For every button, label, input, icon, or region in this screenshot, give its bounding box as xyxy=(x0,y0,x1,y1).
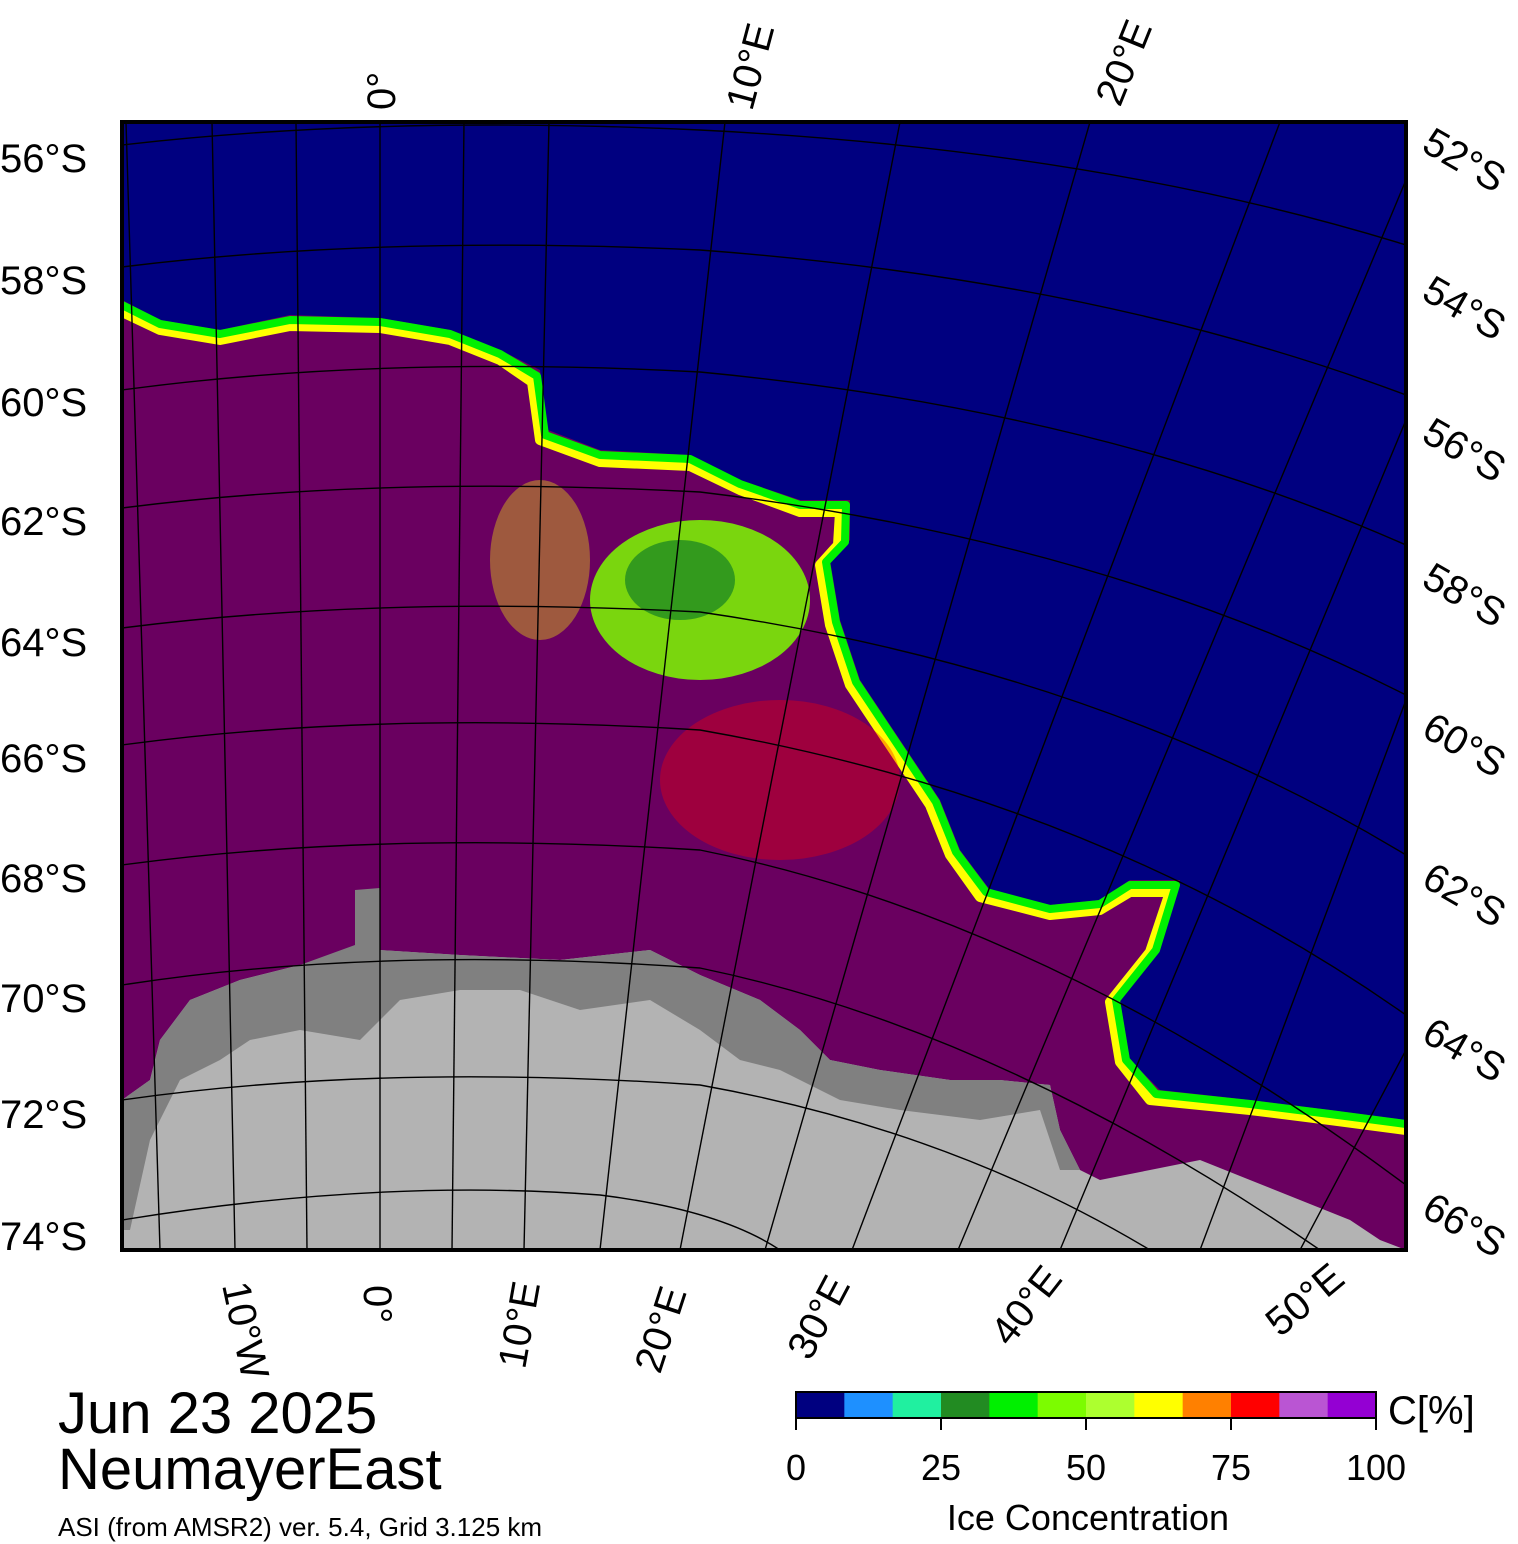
bottom-lon-label: 50°E xyxy=(1258,1255,1353,1345)
bottom-lon-label: 0° xyxy=(355,1285,399,1323)
meridian-20e-b xyxy=(764,122,1091,1250)
colorbar-tick-label: 75 xyxy=(1211,1447,1251,1488)
low-concentration-core xyxy=(625,540,735,620)
meridian-10e-b xyxy=(599,122,726,1250)
colorbar-swatch xyxy=(1134,1392,1184,1418)
meridian-50e xyxy=(1299,1049,1406,1250)
colorbar-legend: C[%] 0 25 50 75 100 Ice Concentration xyxy=(786,1389,1475,1538)
lat-line-62s xyxy=(122,485,1406,696)
right-lat-label: 62°S xyxy=(1416,855,1513,937)
colorbar-swatch xyxy=(1279,1392,1329,1418)
top-lon-label: 0° xyxy=(360,72,404,110)
colorbar-swatch xyxy=(1231,1392,1280,1418)
colorbar-swatch xyxy=(1086,1392,1135,1418)
meridian-5w xyxy=(295,122,308,1250)
left-lat-label: 56°S xyxy=(0,137,87,181)
left-lat-label: 70°S xyxy=(0,977,87,1021)
meridian-20e-a xyxy=(679,122,901,1250)
bottom-lon-label: 20°E xyxy=(627,1281,696,1378)
bottom-lon-label: 10°W xyxy=(213,1278,277,1383)
right-latitude-labels: 52°S 54°S 56°S 58°S 60°S 62°S 64°S 66°S xyxy=(1416,120,1513,1267)
right-lat-label: 52°S xyxy=(1416,120,1513,202)
colorbar-swatch xyxy=(1182,1392,1232,1418)
colorbar-swatch xyxy=(941,1392,990,1418)
lat-line-72s xyxy=(122,1076,1151,1250)
bottom-longitude-labels: 10°W 0° 10°E 20°E 30°E 40°E 50°E xyxy=(213,1255,1352,1383)
colorbar-tick-label: 100 xyxy=(1346,1447,1406,1488)
meridian-10w xyxy=(211,122,236,1250)
top-lon-label: 20°E xyxy=(1088,14,1161,111)
top-longitude-labels: 0° 10°E 20°E xyxy=(360,14,1161,114)
meridian-30e xyxy=(851,122,1281,1250)
date-label: Jun 23 2025 xyxy=(58,1381,378,1446)
colorbar-swatch xyxy=(892,1392,942,1418)
lat-line-60s xyxy=(122,365,1406,546)
right-lat-label: 60°S xyxy=(1416,705,1513,787)
colorbar-swatch xyxy=(796,1392,845,1418)
meridian-10e-a xyxy=(523,122,550,1250)
lat-line-66s xyxy=(122,722,1406,1016)
left-lat-label: 74°S xyxy=(0,1215,87,1259)
lat-line-56s xyxy=(122,124,1406,246)
bottom-lon-label: 30°E xyxy=(779,1269,859,1367)
colorbar-swatch xyxy=(1327,1392,1377,1418)
meridian-40e xyxy=(1059,419,1406,1250)
right-lat-label: 56°S xyxy=(1416,410,1513,492)
top-lon-label: 10°E xyxy=(718,19,783,115)
meridian-35e xyxy=(957,179,1406,1250)
ice-shelf xyxy=(122,888,1080,1230)
land xyxy=(122,950,1406,1250)
lat-line-64s xyxy=(122,605,1406,856)
right-lat-label: 58°S xyxy=(1416,555,1513,637)
map-frame xyxy=(120,120,1408,1252)
meridian-20w xyxy=(125,122,161,1250)
colorbar-tick-label: 0 xyxy=(786,1447,806,1488)
left-lat-label: 62°S xyxy=(0,500,87,544)
lat-line-58s xyxy=(122,244,1406,396)
lat-line-68s xyxy=(122,842,1406,1186)
high-concentration-area xyxy=(490,480,590,640)
left-lat-label: 64°S xyxy=(0,621,87,665)
colorbar-swatches xyxy=(796,1392,1377,1418)
right-lat-label: 54°S xyxy=(1416,268,1513,350)
bottom-lon-label: 40°E xyxy=(982,1258,1070,1354)
region-label: NeumayerEast xyxy=(58,1437,442,1502)
meridian-45e xyxy=(1199,699,1406,1250)
colorbar-tick-label: 25 xyxy=(921,1447,961,1488)
left-lat-label: 58°S xyxy=(0,259,87,303)
source-label: ASI (from AMSR2) ver. 5.4, Grid 3.125 km xyxy=(58,1512,543,1542)
ice-edge-green xyxy=(122,301,1406,1128)
lat-line-70s xyxy=(122,958,1321,1250)
right-lat-label: 66°S xyxy=(1416,1185,1513,1267)
colorbar-swatch xyxy=(989,1392,1039,1418)
colorbar-tick-label: 50 xyxy=(1066,1447,1106,1488)
bottom-lon-label: 10°E xyxy=(491,1278,549,1371)
lat-line-74s xyxy=(122,1189,781,1250)
left-lat-label: 60°S xyxy=(0,381,87,425)
mid-concentration-area xyxy=(660,700,900,860)
map-area xyxy=(122,122,1406,1250)
left-lat-label: 72°S xyxy=(0,1093,87,1137)
left-lat-label: 66°S xyxy=(0,737,87,781)
right-lat-label: 64°S xyxy=(1416,1010,1513,1092)
colorbar-ticks xyxy=(795,1418,1377,1430)
left-lat-label: 68°S xyxy=(0,857,87,901)
graticule xyxy=(122,122,1406,1250)
colorbar-unit: C[%] xyxy=(1388,1389,1475,1433)
meridian-5e xyxy=(451,122,465,1250)
colorbar-swatch xyxy=(844,1392,894,1418)
colorbar-title: Ice Concentration xyxy=(947,1497,1229,1538)
left-latitude-labels: 56°S 58°S 60°S 62°S 64°S 66°S 68°S 70°S … xyxy=(0,137,87,1259)
colorbar-swatch xyxy=(1037,1392,1087,1418)
